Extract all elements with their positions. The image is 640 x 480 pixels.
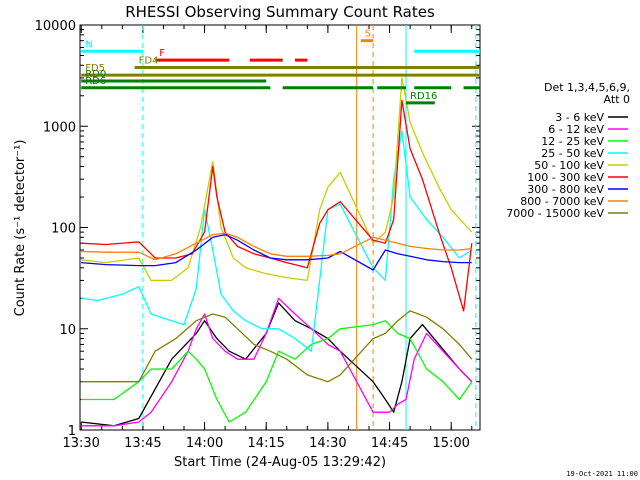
y-axis-label: Count Rate (s⁻¹ detector⁻¹) — [13, 140, 28, 317]
state-bar-label: FD4 — [139, 56, 159, 67]
x-tick-label: 14:15 — [247, 436, 284, 451]
legend-header-line2: Att 0 — [604, 93, 630, 106]
y-tick-label: 10000 — [35, 19, 76, 34]
legend-label: 7000 - 15000 keV — [506, 207, 604, 220]
series-layer — [81, 77, 473, 427]
legend-label: 12 - 25 keV — [541, 135, 604, 148]
series-line — [81, 297, 473, 427]
state-bar-label: F — [159, 48, 165, 59]
x-tick-label: 14:30 — [309, 436, 346, 451]
legend-label: 300 - 800 keV — [527, 183, 604, 196]
series-line — [81, 77, 473, 282]
y-tick-label: 10 — [59, 323, 76, 338]
state-bar-label: RD0 — [85, 69, 106, 80]
legend-label: 6 - 12 keV — [548, 123, 604, 136]
legend-label: 3 - 6 keV — [555, 111, 604, 124]
y-tick-label: 1000 — [43, 120, 76, 135]
state-bar-label: RD6 — [85, 76, 106, 87]
series-line — [81, 130, 473, 352]
legend-label: 25 - 50 keV — [541, 147, 604, 160]
legend-label: 100 - 300 keV — [527, 171, 604, 184]
state-bar-label: FD5 — [85, 63, 105, 74]
series-line — [81, 320, 473, 423]
y-tick-label: 100 — [51, 222, 76, 237]
plot-frame — [79, 24, 481, 431]
series-line — [81, 233, 472, 271]
legend-label: 800 - 7000 keV — [520, 195, 604, 208]
state-bar-label: RD16 — [410, 91, 437, 102]
chart-title: RHESSI Observing Summary Count Rates — [125, 3, 435, 21]
legend-label: 50 - 100 keV — [534, 159, 604, 172]
x-tick-label: 13:45 — [124, 436, 161, 451]
x-axis: 13:30 13:45 14:00 14:15 14:30 14:45 15:00 — [62, 25, 473, 451]
series-line — [81, 232, 472, 261]
x-tick-label: 14:00 — [186, 436, 223, 451]
state-bar-label: N — [85, 39, 92, 50]
state-bar-label: S — [365, 29, 371, 40]
date-stamp: 19-Oct-2021 11:00 — [566, 470, 638, 478]
series-line — [81, 99, 473, 312]
markers-layer — [142, 25, 477, 430]
x-tick-label: 14:45 — [371, 436, 408, 451]
x-axis-label: Start Time (24-Aug-05 13:29:42) — [174, 455, 386, 470]
legend-header-line1: Det 1,3,4,5,6,9, — [544, 81, 630, 94]
y-tick-label: 1 — [68, 424, 76, 439]
series-line — [81, 310, 473, 383]
x-tick-label: 13:30 — [62, 436, 99, 451]
x-tick-label: 15:00 — [432, 436, 469, 451]
